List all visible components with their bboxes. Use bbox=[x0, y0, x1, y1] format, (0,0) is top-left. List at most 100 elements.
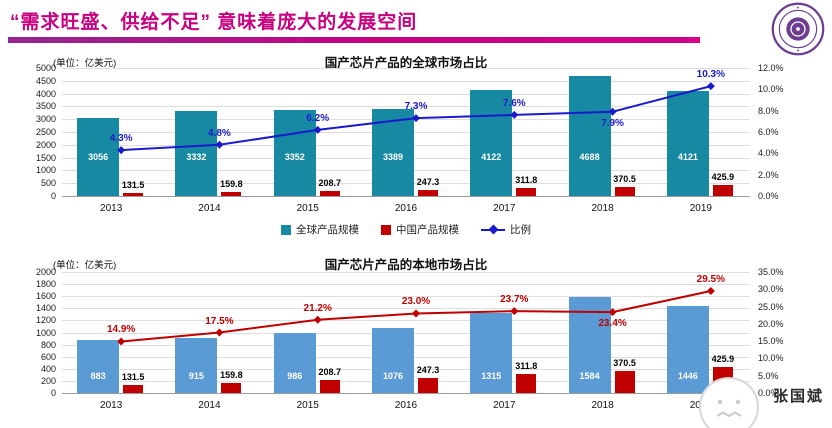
line-marker bbox=[412, 309, 420, 318]
x-axis-label: 2018 bbox=[591, 400, 614, 411]
bar-primary bbox=[470, 313, 513, 393]
pct-axis-tick: 4.0% bbox=[758, 148, 779, 159]
y-axis-tick: 500 bbox=[40, 178, 56, 189]
bar-value-label: 986 bbox=[287, 371, 303, 381]
y-axis-tick: 0 bbox=[50, 388, 56, 398]
x-axis-label: 2016 bbox=[394, 203, 418, 214]
bar-secondary bbox=[221, 191, 242, 196]
bar-value-label: 3389 bbox=[382, 152, 404, 162]
legend-swatch bbox=[281, 224, 291, 235]
bar-primary bbox=[273, 333, 316, 393]
ratio-value-label: 23.7% bbox=[500, 294, 529, 306]
bar-value-label: 159.8 bbox=[220, 370, 243, 381]
gridline bbox=[62, 196, 750, 197]
bar-primary bbox=[175, 337, 218, 393]
bar-value-label: 311.8 bbox=[515, 361, 538, 372]
gridline bbox=[62, 296, 750, 298]
plot-area: 883 131.5 915 159.8 986 208.7 1076 247.3 1315 311… bbox=[62, 272, 750, 394]
university-logo-icon bbox=[771, 2, 825, 56]
pct-axis-tick: 6.0% bbox=[758, 127, 779, 137]
bar-value-label: 883 bbox=[90, 371, 106, 381]
x-axis-label: 2016 bbox=[394, 400, 418, 411]
bar-value-label: 1315 bbox=[481, 371, 502, 381]
bar-primary bbox=[568, 76, 611, 196]
legend-item: 比例 bbox=[481, 222, 531, 237]
bar-secondary bbox=[614, 370, 635, 393]
ratio-value-label: 7.9% bbox=[601, 117, 624, 129]
y-axis-tick: 5000 bbox=[35, 63, 56, 73]
bar-value-label: 1446 bbox=[677, 371, 698, 381]
x-axis-label: 2013 bbox=[100, 203, 123, 214]
ratio-value-label: 7.3% bbox=[404, 101, 428, 113]
bar-secondary bbox=[614, 186, 635, 196]
y-axis-tick: 1200 bbox=[35, 315, 56, 326]
y-axis-tick: 3500 bbox=[35, 101, 56, 112]
y-axis-tick: 1400 bbox=[35, 303, 56, 314]
pct-axis-tick: 25.0% bbox=[758, 301, 784, 312]
y-axis-tick: 1600 bbox=[35, 291, 56, 302]
x-axis-label: 2013 bbox=[100, 400, 123, 411]
bar-value-label: 208.7 bbox=[318, 367, 341, 378]
bar-secondary bbox=[516, 374, 537, 393]
ratio-value-label: 14.9% bbox=[106, 324, 136, 336]
y-axis-tick: 4500 bbox=[35, 75, 56, 86]
legend-label: 全球产品规模 bbox=[296, 224, 359, 236]
title-underline bbox=[8, 37, 700, 43]
chart-title: 国产芯片产品的本地市场占比 bbox=[324, 258, 488, 272]
line-marker bbox=[510, 307, 519, 316]
bar-value-label: 3332 bbox=[186, 152, 207, 162]
bar-value-label: 131.5 bbox=[121, 179, 145, 190]
bar-primary bbox=[273, 110, 316, 196]
gridline bbox=[62, 308, 750, 310]
gridline bbox=[62, 272, 750, 273]
ratio-value-label: 29.5% bbox=[696, 274, 726, 285]
gridline bbox=[62, 320, 750, 322]
watermark: 张国斌 bbox=[672, 348, 832, 428]
bar-value-label: 3056 bbox=[88, 152, 109, 162]
y-axis-tick: 1500 bbox=[35, 152, 56, 163]
bar-value-label: 1076 bbox=[382, 371, 404, 381]
y-axis-tick: 400 bbox=[40, 363, 56, 374]
bar-value-label: 425.9 bbox=[711, 172, 735, 183]
pct-axis-tick: 8.0% bbox=[758, 105, 779, 116]
ratio-line bbox=[117, 287, 715, 346]
y-axis-tick: 0 bbox=[50, 191, 56, 201]
y-axis-tick: 2000 bbox=[35, 267, 56, 277]
unit-label: (单位：亿美元) bbox=[53, 58, 117, 69]
ratio-value-label: 23.0% bbox=[401, 296, 431, 308]
bar-secondary bbox=[123, 192, 144, 196]
y-axis-tick: 600 bbox=[40, 351, 56, 362]
bar-value-label: 1584 bbox=[579, 371, 600, 381]
x-axis-label: 2017 bbox=[493, 203, 516, 214]
x-axis-label: 2014 bbox=[198, 203, 221, 214]
y-axis-tick: 800 bbox=[40, 339, 56, 350]
bar-secondary bbox=[221, 383, 242, 393]
bar-value-label: 4122 bbox=[481, 152, 502, 162]
bar-value-label: 370.5 bbox=[613, 173, 636, 184]
line-marker bbox=[706, 287, 715, 296]
bar-primary bbox=[77, 339, 120, 393]
line-marker bbox=[608, 107, 617, 116]
legend-line-marker bbox=[488, 224, 499, 235]
ratio-value-label: 23.4% bbox=[598, 318, 627, 330]
bar-primary bbox=[372, 327, 414, 393]
line-marker bbox=[706, 82, 715, 91]
gridline bbox=[62, 284, 750, 286]
page-title: “需求旺盛、供给不足” 意味着庞大的发展空间 bbox=[10, 12, 418, 33]
bar-primary bbox=[77, 117, 120, 196]
pct-axis-tick: 2.0% bbox=[758, 169, 779, 180]
ratio-value-label: 10.3% bbox=[696, 69, 726, 81]
pct-axis-tick: 35.0% bbox=[758, 267, 784, 277]
legend-label: 中国产品规模 bbox=[396, 224, 459, 236]
pct-axis-tick: 15.0% bbox=[758, 336, 784, 347]
x-axis-label: 2015 bbox=[296, 203, 319, 214]
pct-axis-tick: 5.0% bbox=[758, 370, 779, 381]
unit-label: (单位：亿美元) bbox=[53, 260, 117, 271]
y-axis-tick: 2500 bbox=[35, 127, 56, 137]
gridline bbox=[62, 93, 750, 95]
x-axis-label: 2015 bbox=[296, 400, 319, 411]
line-marker bbox=[215, 328, 224, 337]
bar-value-label: 3352 bbox=[284, 152, 305, 162]
x-axis-label: 2018 bbox=[591, 203, 614, 214]
